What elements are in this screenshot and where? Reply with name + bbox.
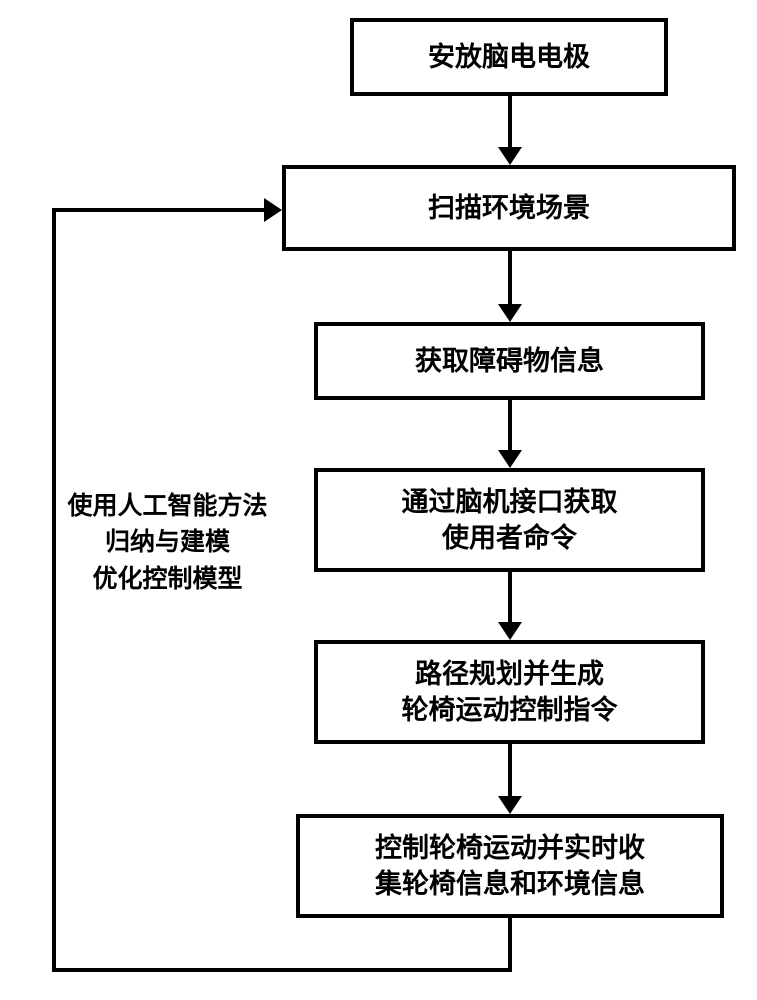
feedback-label: 使用人工智能方法 归纳与建模 优化控制模型: [60, 488, 275, 597]
flow-box-b6: 控制轮椅运动并实时收 集轮椅信息和环境信息: [296, 814, 724, 918]
flow-box-b5: 路径规划并生成 轮椅运动控制指令: [314, 640, 705, 744]
flow-box-label: 安放脑电电极: [428, 39, 590, 75]
flow-box-label: 扫描环境场景: [428, 190, 590, 226]
flow-box-b1: 安放脑电电极: [350, 18, 668, 96]
flow-box-b2: 扫描环境场景: [282, 165, 736, 251]
flow-box-label: 控制轮椅运动并实时收 集轮椅信息和环境信息: [375, 830, 645, 903]
flow-box-b3: 获取障碍物信息: [314, 322, 705, 400]
flow-box-label: 通过脑机接口获取 使用者命令: [402, 484, 618, 557]
flow-box-label: 路径规划并生成 轮椅运动控制指令: [402, 656, 618, 729]
flow-box-label: 获取障碍物信息: [415, 343, 604, 379]
flow-box-b4: 通过脑机接口获取 使用者命令: [314, 468, 705, 572]
